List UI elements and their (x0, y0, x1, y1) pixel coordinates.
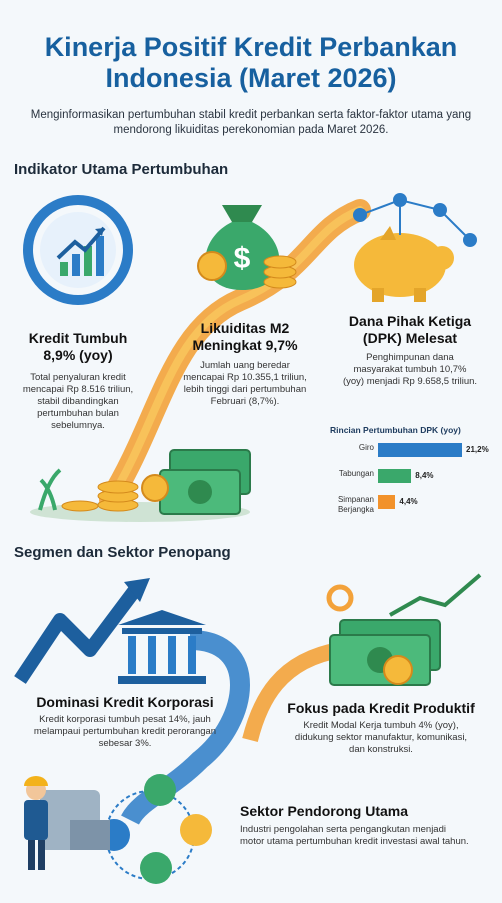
infographic: $ (0, 0, 502, 903)
item-title: Dana Pihak Ketiga (DPK) Melesat (330, 313, 490, 347)
item-text: Kredit korporasi tumbuh pesat 14%, jauh … (20, 714, 230, 750)
sector-icons-part (144, 774, 176, 806)
value-label: 4,4% (399, 497, 417, 506)
item-text: Industri pengolahan serta pengangkutan m… (240, 824, 470, 848)
corporate-icon-part (118, 676, 206, 684)
piggy-bank-part (354, 233, 446, 297)
bar (378, 469, 411, 483)
bar-label: Giro (322, 443, 374, 453)
sector-icons-part (70, 820, 110, 850)
chart-title: Rincian Pertumbuhan DPK (yoy) (330, 425, 461, 435)
corporate-icon-part (188, 636, 196, 674)
section-heading: Segmen dan Sektor Penopang (14, 544, 231, 561)
value-label: 8,4% (415, 471, 433, 480)
item-title: Kredit Tumbuh 8,9% (yoy) (18, 330, 138, 364)
item-text: Kredit Modal Kerja tumbuh 4% (yoy), didu… (290, 720, 472, 756)
item-text: Total penyaluran kredit mencapai Rp 8.51… (18, 372, 138, 432)
money-pile-part (142, 475, 168, 501)
piggy-bank-part (372, 288, 384, 302)
money-bag-part (264, 256, 296, 268)
item-title: Likuiditas M2 Meningkat 9,7% (180, 320, 310, 354)
bar (378, 443, 462, 457)
page-subtitle: Menginformasikan pertumbuhan stabil kred… (30, 108, 472, 138)
section-heading: Indikator Utama Pertumbuhan (14, 161, 228, 178)
corporate-icon-part (148, 636, 156, 674)
corporate-icon-part (168, 636, 176, 674)
credit-icon-part (60, 262, 68, 276)
piggy-bank-part (414, 288, 426, 302)
money-pile-part (62, 501, 98, 511)
item-text: Jumlah uang beredar mencapai Rp 10.355,1… (182, 360, 308, 408)
page-title: Kinerja Positif Kredit Perbankan Indones… (14, 32, 488, 94)
item-title: Sektor Pendorong Utama (240, 803, 408, 820)
productive-icon-part (384, 656, 412, 684)
money-bag-part (198, 252, 226, 280)
bar (378, 495, 395, 509)
dpk-chart: Rincian Pertumbuhan DPK (yoy) Giro 21,2% T… (322, 425, 494, 525)
money-bag-part: $ (234, 242, 251, 275)
credit-icon-part (96, 236, 104, 276)
value-label: 21,2% (466, 445, 489, 454)
corporate-icon-part (128, 636, 136, 674)
sector-icons-part (38, 840, 45, 870)
bar-label: Tabungan (322, 469, 374, 479)
corporate-icon-part (122, 628, 202, 634)
sector-icons-part (140, 852, 172, 884)
piggy-bank-part (430, 246, 454, 270)
credit-icon-part (40, 212, 116, 288)
item-text: Penghimpunan dana masyarakat tumbuh 10,7… (342, 352, 478, 388)
sector-icons-part (24, 800, 48, 840)
credit-icon (28, 200, 128, 300)
sector-icons-part (180, 814, 212, 846)
sector-icons-part (28, 840, 35, 870)
money-pile-part (188, 480, 212, 504)
bar-label: Simpanan Berjangka (322, 495, 374, 515)
item-title: Dominasi Kredit Korporasi (20, 694, 230, 711)
credit-icon-part (72, 254, 80, 276)
money-pile-part (98, 481, 138, 493)
item-title: Fokus pada Kredit Produktif (270, 700, 492, 717)
